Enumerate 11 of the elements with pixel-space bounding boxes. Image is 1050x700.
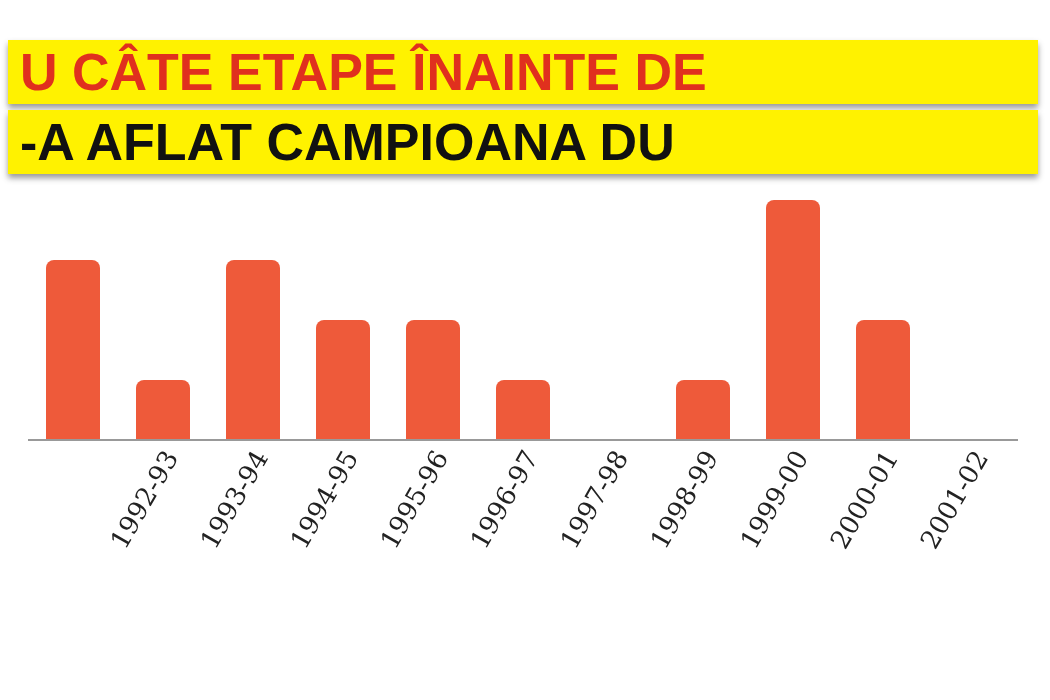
chart-title: U CÂTE ETAPE ÎNAINTE DE	[8, 40, 1038, 104]
bar	[496, 380, 550, 440]
bar	[856, 320, 910, 440]
bar	[766, 200, 820, 440]
bar	[316, 320, 370, 440]
bar	[136, 380, 190, 440]
chart-subtitle: -A AFLAT CAMPIOANA DU	[8, 110, 1038, 174]
bar	[46, 260, 100, 440]
bar	[406, 320, 460, 440]
bar	[226, 260, 280, 440]
bar	[676, 380, 730, 440]
